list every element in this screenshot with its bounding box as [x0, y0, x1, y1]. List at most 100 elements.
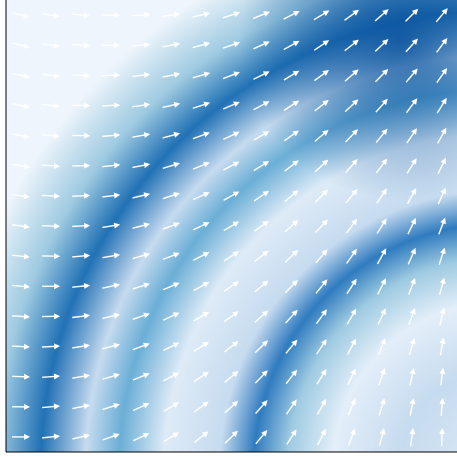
arrow-head: [23, 193, 30, 200]
arrow-shaft: [102, 254, 117, 259]
arrow: [132, 402, 150, 412]
arrow-head: [263, 11, 270, 17]
arrow-shaft: [224, 402, 236, 414]
arrow: [284, 219, 299, 233]
arrow-head: [322, 70, 329, 76]
arrow-head: [350, 278, 357, 286]
arrow-head: [261, 310, 269, 317]
arrow-head: [409, 397, 416, 405]
arrow-head: [350, 398, 356, 406]
arrow-head: [173, 222, 180, 228]
arrow-head: [202, 371, 209, 378]
arrow-shaft: [132, 194, 147, 199]
arrow-head: [380, 218, 387, 226]
arrow: [42, 283, 61, 290]
arrow-shaft: [72, 74, 87, 77]
arrow-head: [202, 311, 210, 318]
arrow-head: [173, 161, 180, 168]
arrow: [252, 11, 270, 20]
arrow: [439, 337, 446, 356]
arrow-head: [411, 128, 417, 135]
arrow-shaft: [12, 284, 27, 288]
arrow: [406, 187, 417, 205]
arrow: [408, 337, 416, 356]
arrow-shaft: [437, 160, 445, 175]
arrow: [223, 191, 240, 201]
arrow-shaft: [378, 371, 385, 386]
arrow-head: [113, 372, 120, 379]
arrow: [162, 161, 180, 170]
arrow: [162, 282, 180, 291]
arrow-shaft: [193, 373, 206, 383]
arrow-shaft: [374, 41, 386, 52]
arrow-shaft: [409, 401, 414, 416]
arrow: [132, 252, 150, 260]
arrow: [222, 71, 240, 80]
arrow-head: [291, 339, 298, 347]
arrow: [193, 281, 210, 292]
arrow: [72, 162, 91, 169]
arrow: [162, 312, 180, 321]
arrow-shaft: [405, 101, 416, 114]
arrow-head: [292, 100, 300, 107]
arrow: [439, 397, 446, 416]
arrow-head: [113, 342, 120, 349]
arrow-head: [172, 372, 180, 378]
arrow-shaft: [162, 283, 177, 291]
arrow-shaft: [253, 42, 267, 50]
arrow-head: [113, 132, 121, 139]
arrow-head: [23, 43, 30, 49]
arrow-shaft: [12, 193, 27, 198]
arrow-head: [350, 368, 356, 376]
arrow-head: [54, 313, 61, 320]
arrow-head: [53, 132, 61, 139]
arrow: [132, 192, 151, 199]
arrow-head: [380, 308, 386, 315]
arrow: [283, 130, 300, 142]
arrow: [163, 372, 180, 382]
arrow: [285, 309, 298, 324]
arrow-head: [203, 41, 211, 48]
arrow: [375, 98, 388, 113]
arrow-shaft: [192, 73, 207, 79]
arrow: [192, 161, 210, 170]
arrow-shaft: [223, 342, 236, 353]
arrow: [253, 101, 270, 111]
arrow-head: [261, 370, 268, 377]
arrow-shaft: [313, 41, 327, 51]
arrow-head: [439, 277, 446, 285]
arrow-shaft: [254, 282, 266, 293]
arrow-head: [321, 309, 327, 316]
arrow-shaft: [132, 224, 147, 229]
arrow-head: [291, 369, 298, 377]
arrow: [162, 101, 181, 109]
arrow-shaft: [347, 432, 355, 446]
arrow-head: [382, 9, 389, 16]
arrow: [12, 102, 30, 110]
arrow-shaft: [405, 41, 416, 53]
arrow: [132, 342, 150, 351]
arrow-shaft: [12, 254, 27, 258]
arrow: [72, 403, 91, 410]
arrow-head: [203, 161, 210, 168]
arrow-head: [173, 252, 180, 258]
arrow-shaft: [132, 254, 147, 260]
arrow-head: [233, 41, 241, 48]
arrow-shaft: [222, 12, 237, 19]
arrow-head: [321, 249, 328, 256]
arrow-head: [23, 73, 30, 79]
arrow: [253, 41, 270, 50]
arrow-shaft: [192, 223, 207, 231]
arrow: [254, 340, 269, 354]
arrow-shaft: [315, 311, 326, 325]
arrow-head: [113, 282, 121, 289]
arrow-shaft: [440, 401, 444, 416]
arrow-shaft: [436, 100, 446, 114]
arrow-shaft: [253, 102, 267, 111]
arrow-head: [292, 70, 300, 77]
arrow-head: [262, 220, 269, 227]
arrow: [72, 12, 91, 19]
arrow-head: [84, 72, 91, 79]
arrow-head: [113, 162, 121, 169]
arrow: [222, 11, 241, 19]
